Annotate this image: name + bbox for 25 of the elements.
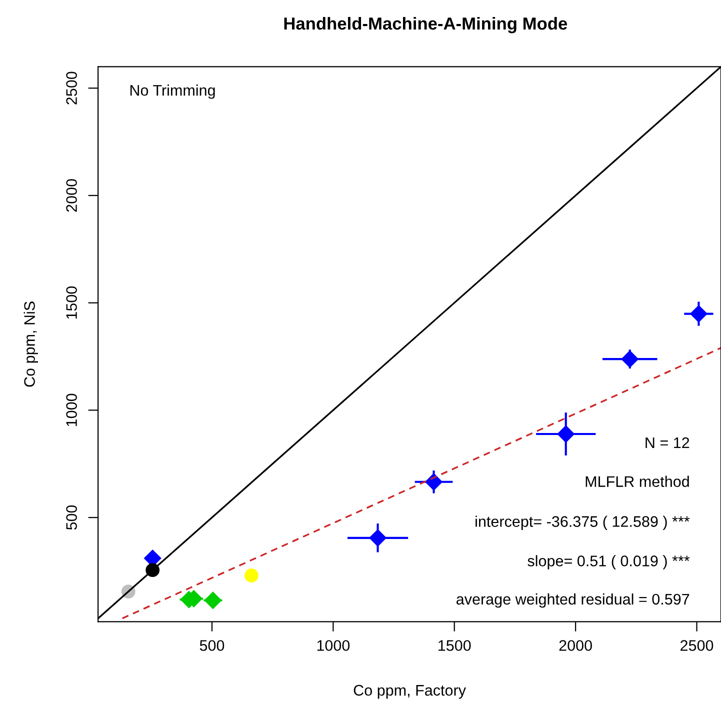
point: [425, 473, 442, 490]
x-tick-label: 2000: [559, 640, 592, 651]
y-axis-title: Co ppm, NiS: [24, 302, 38, 387]
annotation: slope= 0.51 ( 0.019 ) ***: [528, 555, 690, 570]
point: [621, 350, 638, 368]
point: [244, 568, 258, 582]
point: [369, 529, 386, 546]
annotation: intercept= -36.375 ( 12.589 ) ***: [476, 516, 690, 530]
y-tick-label: 1500: [66, 286, 77, 319]
x-axis-title: Co ppm, Factory: [354, 684, 466, 699]
x-tick-label: 1000: [317, 640, 350, 651]
x-tick-label: 500: [200, 640, 224, 651]
annotation: N = 12: [646, 437, 690, 448]
point: [557, 425, 574, 443]
x-tick-label: 2500: [680, 640, 714, 651]
chart-title: Handheld-Machine-A-Mining Mode: [284, 16, 568, 34]
y-tick-label: 2500: [66, 72, 77, 104]
annotation: average weighted residual = 0.597: [456, 593, 690, 608]
annotation: MLFLR method: [586, 476, 689, 487]
point: [690, 305, 708, 322]
y-tick-label: 500: [66, 505, 77, 530]
y-tick-label: 1000: [66, 394, 77, 426]
y-tick-label: 2000: [66, 179, 77, 212]
x-tick-label: 1500: [438, 640, 471, 651]
annotation: No Trimming: [130, 84, 215, 99]
